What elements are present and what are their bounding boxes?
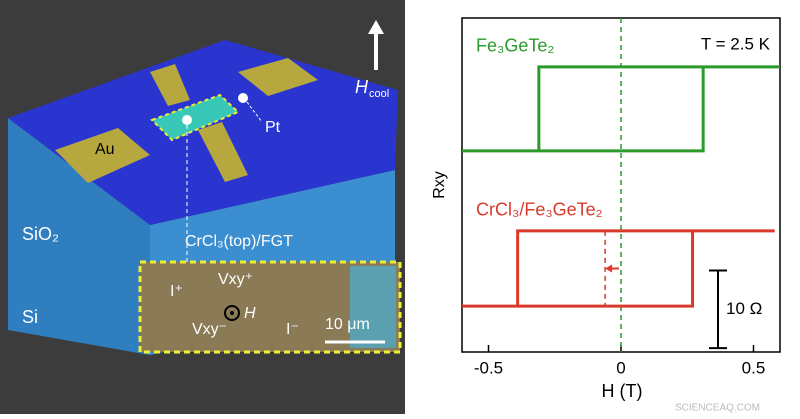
marker [238,93,248,103]
marker [182,115,192,125]
h-cool-label: H [355,77,369,97]
field-symbol [230,311,234,315]
y-axis-label: Rxy [431,171,448,199]
loop-line [462,229,775,308]
inset-label: Vxy⁺ [218,271,253,288]
pt-label: Pt [265,119,281,136]
leader [246,101,263,123]
sio2-label: SiO₂ [22,224,59,244]
shift-arrow-head [605,264,613,273]
watermark: SCIENCEAQ.COM [675,403,760,414]
inset-flake [350,266,396,348]
si-label: Si [22,307,38,327]
inset-label: H [244,305,256,322]
scale-bar-label: 10 Ω [726,299,762,318]
field-symbol [224,305,240,321]
annotation: T = 2.5 K [701,34,771,53]
inset-scale-label: 10 μm [325,316,370,333]
x-axis-label: H (T) [602,381,643,401]
au-label: Au [95,141,115,158]
x-tick-label: 0 [616,358,625,377]
inset-label: I⁻ [286,321,299,338]
au-lead [198,122,248,182]
au-pad [238,58,318,96]
h-cool-sub: cool [369,88,389,100]
series-label: Fe₃GeTe₂ [476,36,554,56]
au-pad [55,128,150,183]
sample-flake [150,93,240,142]
slab-front-left [8,118,150,355]
inset-label: I⁺ [170,283,183,300]
x-tick-label: 0.5 [742,358,766,377]
x-tick-label: -0.5 [474,358,503,377]
inset-label: Vxy⁻ [192,321,227,338]
loop-line [462,65,780,153]
arrow-head [368,20,384,34]
au-lead [150,64,190,106]
series-label: CrCl₃/Fe₃GeTe₂ [476,200,603,220]
sample-label: CrCl₃(top)/FGT [185,233,293,250]
